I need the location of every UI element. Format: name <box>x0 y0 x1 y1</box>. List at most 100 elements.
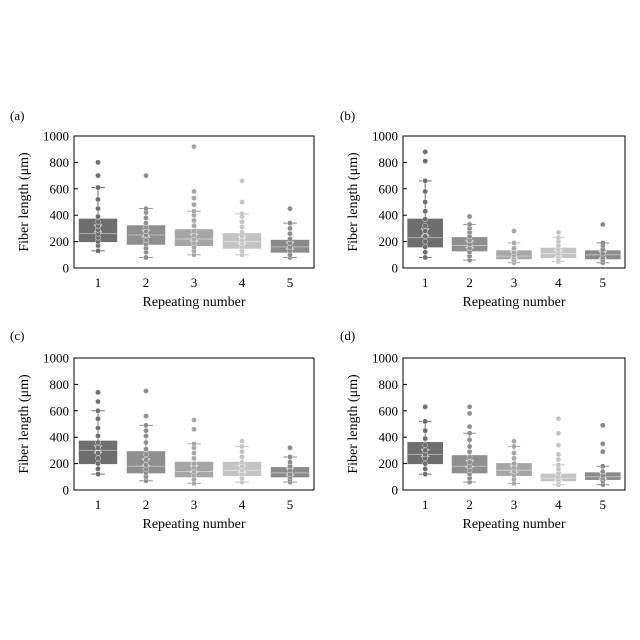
data-point <box>95 173 100 178</box>
x-tick-label: 4 <box>239 275 246 290</box>
x-tick-label: 2 <box>466 497 473 512</box>
data-point <box>239 230 244 235</box>
data-point <box>467 449 472 454</box>
panel-label: (a) <box>10 108 24 123</box>
data-point <box>191 209 196 214</box>
data-point <box>143 457 148 462</box>
box-category-5 <box>271 206 308 260</box>
data-point <box>423 250 428 255</box>
data-point <box>467 424 472 429</box>
data-point <box>95 445 100 450</box>
data-point <box>239 211 244 216</box>
y-axis-title: Fiber length (μm) <box>346 374 361 474</box>
box-category-2 <box>452 214 487 263</box>
data-point <box>143 255 148 260</box>
data-point <box>239 454 244 459</box>
data-point <box>423 228 428 233</box>
data-point <box>239 178 244 183</box>
data-point <box>467 454 472 459</box>
data-point <box>600 449 605 454</box>
data-point <box>143 423 148 428</box>
data-point <box>511 450 516 455</box>
box-category-5 <box>271 445 308 485</box>
data-point <box>556 457 561 462</box>
data-point <box>143 206 148 211</box>
data-point <box>95 416 100 421</box>
data-point <box>423 217 428 222</box>
data-point <box>600 441 605 446</box>
data-point <box>287 226 292 231</box>
data-point <box>239 439 244 444</box>
data-point <box>467 222 472 227</box>
y-tick-label: 1000 <box>372 129 398 144</box>
y-axis-title: Fiber length (μm) <box>17 374 32 474</box>
panel-1: (a)0200400600800100012345Repeating numbe… <box>10 108 314 310</box>
box-category-2 <box>452 404 487 484</box>
x-axis-title: Repeating number <box>142 295 245 310</box>
x-tick-label: 4 <box>555 497 562 512</box>
data-point <box>143 428 148 433</box>
data-point <box>143 433 148 438</box>
data-point <box>423 209 428 214</box>
data-point <box>423 189 428 194</box>
y-tick-label: 800 <box>379 377 399 392</box>
data-point <box>143 462 148 467</box>
data-point <box>511 444 516 449</box>
data-point <box>239 460 244 465</box>
data-point <box>423 419 428 424</box>
data-point <box>95 461 100 466</box>
data-point <box>95 433 100 438</box>
y-tick-label: 200 <box>379 456 399 471</box>
x-tick-label: 3 <box>511 497 518 512</box>
data-point <box>191 228 196 233</box>
data-point <box>191 195 196 200</box>
data-point <box>423 199 428 204</box>
data-point <box>556 462 561 467</box>
data-point <box>511 246 516 251</box>
data-point <box>143 221 148 226</box>
data-point <box>239 444 244 449</box>
x-tick-label: 3 <box>191 497 198 512</box>
y-tick-label: 400 <box>50 208 70 223</box>
data-point <box>287 206 292 211</box>
data-point <box>600 464 605 469</box>
y-tick-label: 400 <box>50 430 70 445</box>
x-tick-label: 5 <box>287 275 294 290</box>
y-tick-label: 200 <box>379 234 399 249</box>
box-category-1 <box>408 404 443 477</box>
data-point <box>556 230 561 235</box>
panel-label: (b) <box>340 108 355 123</box>
data-point <box>95 466 100 471</box>
x-axis-title: Repeating number <box>462 517 565 532</box>
box-category-4 <box>541 416 576 487</box>
y-tick-label: 600 <box>379 181 399 196</box>
data-point <box>423 244 428 249</box>
data-point <box>511 228 516 233</box>
box-category-3 <box>497 228 532 265</box>
data-point <box>191 427 196 432</box>
data-point <box>287 221 292 226</box>
y-tick-label: 0 <box>63 261 70 276</box>
box-category-1 <box>79 390 116 477</box>
y-tick-label: 800 <box>379 155 399 170</box>
panel-4: (d)0200400600800100012345Repeating numbe… <box>340 328 625 532</box>
data-point <box>423 234 428 239</box>
data-point <box>423 472 428 477</box>
data-point <box>467 460 472 465</box>
y-tick-label: 800 <box>50 155 70 170</box>
panel-label: (d) <box>340 328 355 343</box>
data-point <box>191 456 196 461</box>
data-point <box>423 404 428 409</box>
y-tick-label: 200 <box>50 234 70 249</box>
x-tick-label: 2 <box>143 497 150 512</box>
data-point <box>95 399 100 404</box>
data-point <box>511 439 516 444</box>
x-tick-label: 4 <box>555 275 562 290</box>
box-category-3 <box>175 144 212 257</box>
data-point <box>423 178 428 183</box>
data-point <box>287 236 292 241</box>
data-point <box>143 173 148 178</box>
data-point <box>423 461 428 466</box>
data-point <box>600 222 605 227</box>
data-point <box>95 197 100 202</box>
